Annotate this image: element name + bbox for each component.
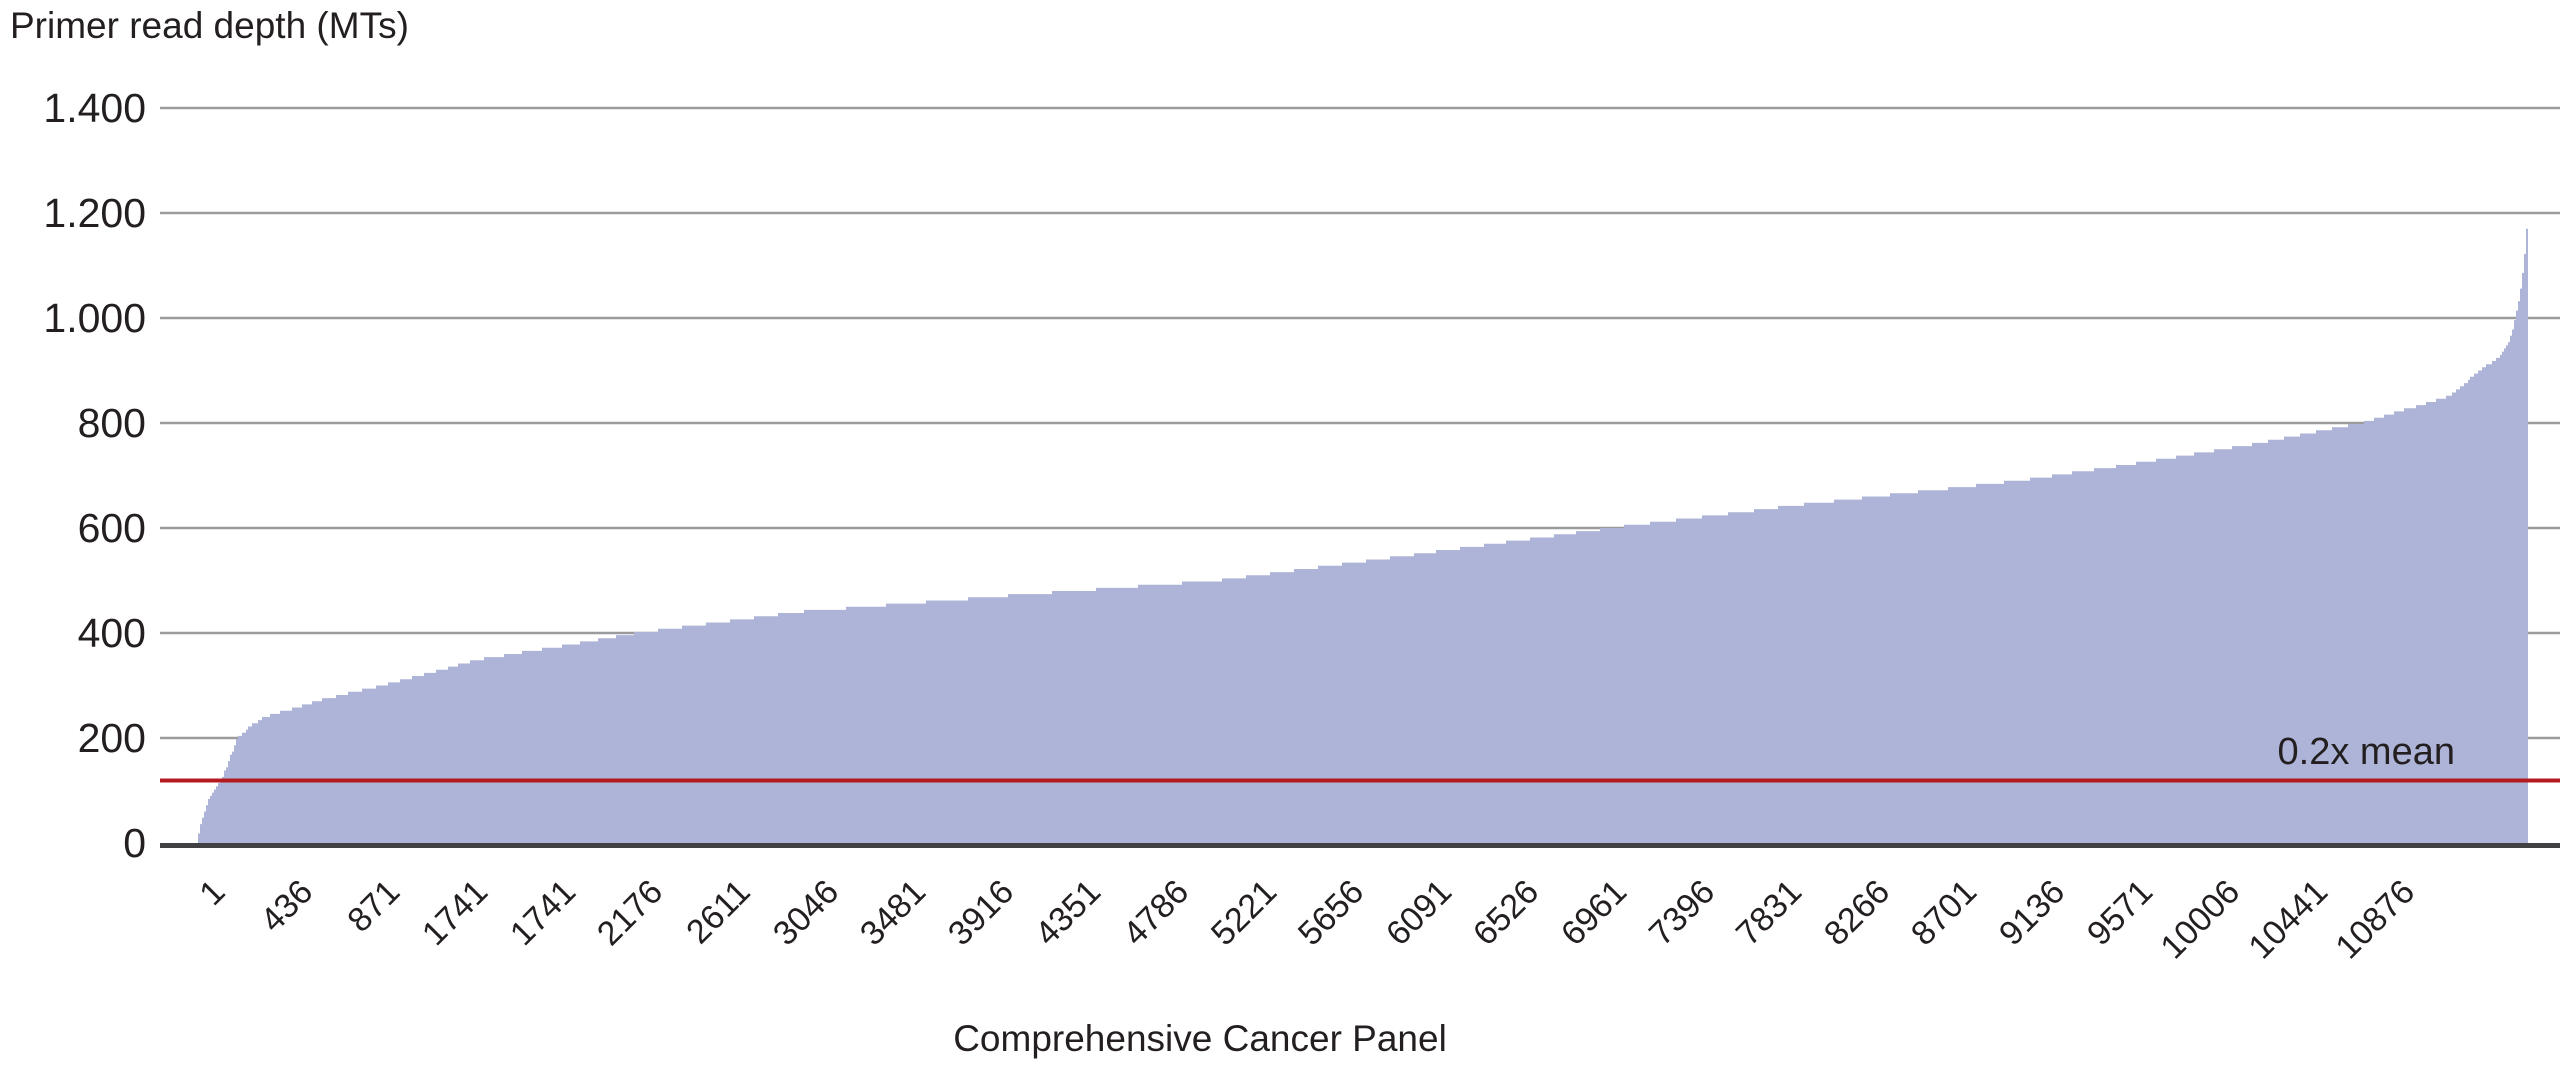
y-tick-label: 600 bbox=[77, 505, 146, 551]
y-tick-label: 800 bbox=[77, 400, 146, 446]
y-tick-label: 0 bbox=[123, 820, 146, 866]
y-tick-label: 1.200 bbox=[43, 190, 146, 236]
y-tick-label: 200 bbox=[77, 715, 146, 761]
chart-title: Primer read depth (MTs) bbox=[10, 5, 409, 46]
y-tick-label: 400 bbox=[77, 610, 146, 656]
x-axis-title: Comprehensive Cancer Panel bbox=[953, 1018, 1447, 1059]
gridlines bbox=[160, 106, 2560, 740]
reference-line-label: 0.2x mean bbox=[2277, 731, 2455, 773]
read-depth-bars bbox=[198, 228, 2528, 844]
y-tick-label: 1.400 bbox=[43, 85, 146, 131]
y-tick-label: 1.000 bbox=[43, 295, 146, 341]
